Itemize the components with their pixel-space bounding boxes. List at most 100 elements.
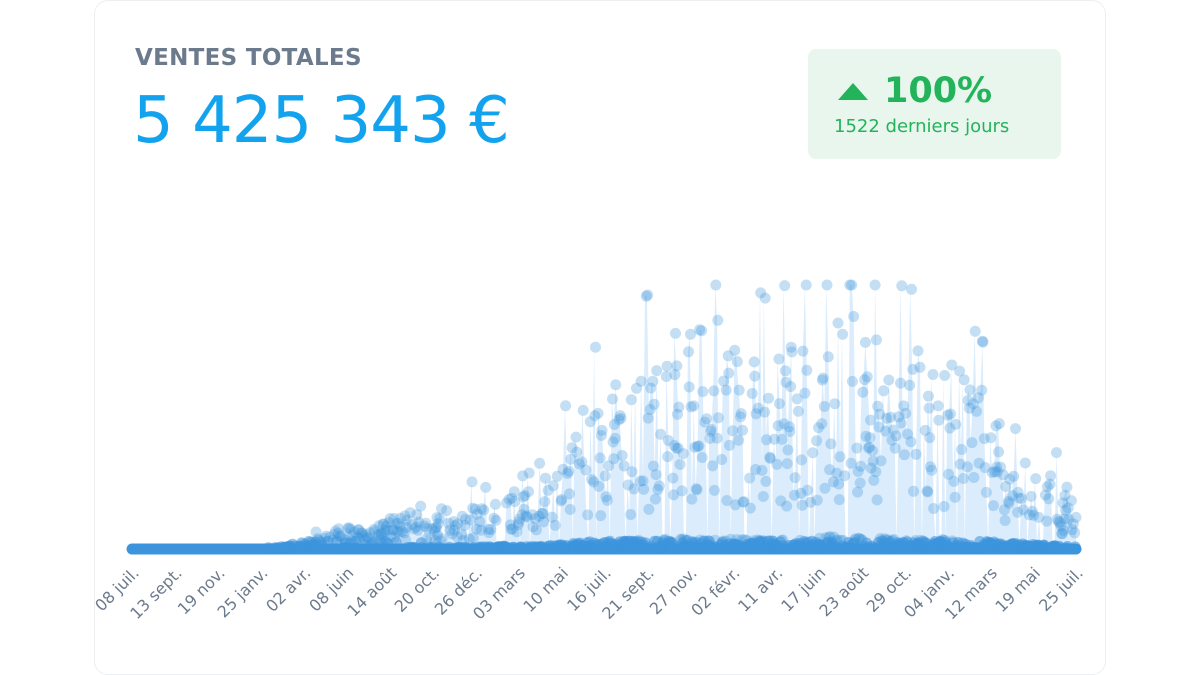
data-point: [651, 365, 663, 377]
data-point: [1030, 473, 1042, 485]
data-point: [789, 472, 801, 484]
data-point: [860, 430, 872, 442]
data-point: [746, 388, 758, 399]
data-point: [668, 440, 680, 451]
data-point: [350, 542, 362, 554]
data-point: [506, 492, 518, 504]
data-point: [538, 516, 549, 528]
data-point: [388, 513, 400, 524]
data-point: [421, 533, 432, 545]
data-point: [987, 500, 999, 512]
data-point: [964, 384, 976, 396]
data-point: [927, 369, 939, 380]
data-point: [867, 455, 879, 467]
data-point: [789, 489, 800, 501]
data-point: [868, 474, 880, 486]
data-point: [750, 408, 762, 420]
data-point: [1045, 470, 1057, 482]
data-point: [534, 457, 546, 469]
data-point: [816, 418, 828, 430]
data-point: [744, 502, 756, 514]
data-point: [805, 496, 817, 508]
area-layer: [132, 285, 1076, 549]
data-point: [660, 371, 672, 382]
data-point: [433, 541, 445, 553]
data-point: [342, 522, 354, 534]
data-point: [900, 407, 912, 419]
data-point: [540, 472, 551, 484]
data-point: [1051, 447, 1062, 459]
data-point: [690, 483, 702, 495]
data-point: [460, 513, 471, 525]
data-point: [555, 495, 567, 507]
data-point: [1058, 524, 1070, 536]
data-point: [640, 290, 652, 302]
data-point: [642, 289, 654, 301]
data-point: [908, 485, 919, 497]
data-point: [933, 414, 945, 426]
data-point: [1056, 528, 1068, 539]
data-point: [771, 458, 783, 470]
sales-area: [132, 285, 1076, 549]
data-point: [556, 494, 568, 505]
data-point: [943, 468, 955, 480]
data-point: [683, 381, 695, 393]
data-point: [672, 442, 684, 454]
data-point: [432, 518, 444, 530]
data-point: [513, 516, 525, 528]
data-point: [655, 428, 667, 440]
data-point: [395, 512, 406, 524]
data-point: [1039, 489, 1051, 501]
data-point: [779, 280, 791, 292]
data-point: [1056, 528, 1068, 540]
data-point: [584, 416, 596, 428]
data-point: [635, 375, 647, 387]
data-point: [1058, 513, 1070, 525]
data-point: [824, 464, 836, 476]
data-point: [573, 458, 585, 470]
data-point: [471, 508, 483, 520]
data-point: [671, 360, 683, 372]
data-point: [615, 412, 627, 424]
data-point: [608, 419, 620, 430]
data-point: [537, 508, 549, 520]
data-point: [571, 446, 583, 458]
data-point: [379, 525, 391, 537]
data-point: [614, 410, 626, 422]
data-point: [757, 491, 769, 502]
data-point: [1023, 509, 1035, 521]
data-point: [436, 503, 447, 515]
data-point: [432, 529, 444, 541]
data-point: [875, 455, 887, 467]
data-point: [989, 466, 1001, 478]
data-point: [898, 400, 910, 412]
data-point: [760, 475, 772, 487]
data-point: [693, 440, 705, 452]
data-point: [949, 491, 961, 503]
data-point: [704, 432, 716, 444]
data-point: [466, 476, 478, 488]
data-point: [565, 453, 577, 465]
data-point: [560, 400, 572, 412]
data-point: [708, 385, 720, 397]
data-point: [782, 444, 794, 456]
data-point: [330, 525, 341, 537]
data-point: [867, 445, 878, 457]
data-point: [729, 499, 741, 511]
data-point: [887, 424, 899, 436]
data-point: [828, 531, 840, 543]
data-point: [542, 484, 554, 496]
data-point: [759, 292, 771, 304]
data-point: [744, 472, 756, 484]
data-point: [1070, 511, 1082, 523]
data-point: [1025, 490, 1037, 502]
data-point: [653, 480, 665, 492]
data-point: [784, 426, 796, 437]
data-point: [517, 491, 529, 503]
data-point: [785, 341, 797, 353]
data-point: [594, 452, 606, 464]
data-point: [670, 327, 681, 339]
data-point: [332, 527, 344, 539]
data-point: [467, 502, 479, 514]
data-point: [954, 365, 966, 377]
